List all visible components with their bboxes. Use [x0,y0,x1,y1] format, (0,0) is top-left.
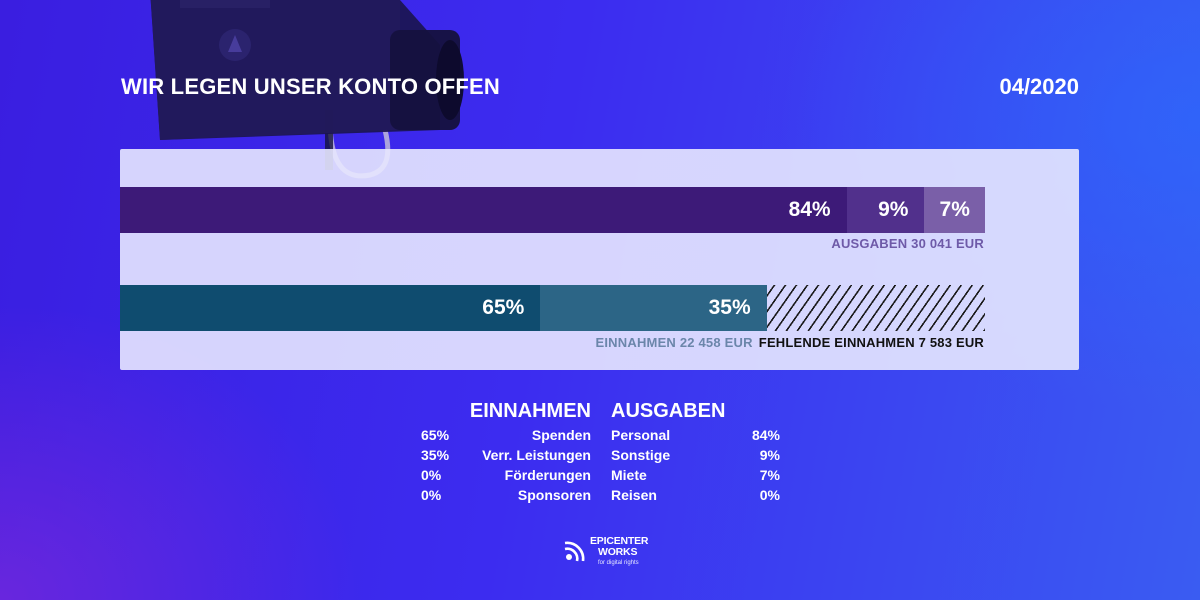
ausgaben-caption: AUSGABEN 30 041 EUR [831,236,984,251]
logo-tagline: for digital rights [598,560,639,566]
legend-pct: 7% [759,467,780,483]
legend-label: Sponsoren [517,487,591,503]
page-title: WIR LEGEN UNSER KONTO OFFEN [121,74,501,99]
legend-pct: 9% [759,447,780,463]
logo-wordmark: EPICENTER WORKS [590,536,648,558]
legend-pct: 0% [421,487,442,503]
legend-pct: 65% [421,427,450,443]
legend-row: 0% Sponsoren [421,487,591,507]
epicenter-works-logo: EPICENTER WORKS for digital rights [562,536,652,570]
legend-label: Personal [611,427,671,443]
legend-row: 65% Spenden [421,427,591,447]
legend-pct: 35% [421,447,450,463]
report-date: 04/2020 [999,74,1079,99]
logo-line1: EPICENTER [590,535,649,547]
bar-segment-einnahmen-0: 65% [120,285,541,331]
legend-label: Sonstige [611,447,671,463]
legend-label: Verr. Leistungen [482,447,591,463]
bar-segment-ausgaben-2: 7% [924,187,985,233]
legend-row: Personal 84% [611,427,780,447]
legend-label: Reisen [611,487,657,503]
einnahmen-caption: EINNAHMEN 22 458 EUR [595,335,753,350]
legend-pct: 0% [421,467,442,483]
legend-label: Miete [611,467,647,483]
ausgaben-bar: 84% 9% 7% [120,187,985,233]
legend-pct: 84% [751,427,780,443]
legend-row: Miete 7% [611,467,780,487]
legend-row: 35% Verr. Leistungen [421,447,591,467]
legend-label: Spenden [531,427,591,443]
legend-ausgaben-heading: AUSGABEN [611,400,726,422]
legend-row: Sonstige 9% [611,447,780,467]
legend-label: Förderungen [504,467,591,483]
bar-segment-einnahmen-1: 35% [540,285,767,331]
legend-pct: 0% [759,487,780,503]
legend-row: Reisen 0% [611,487,780,507]
bar-segment-ausgaben-1: 9% [846,187,925,233]
chart-panel [120,149,1079,370]
bar-segment-fehlende-einnahmen [766,285,985,331]
fehlende-einnahmen-caption: FEHLENDE EINNAHMEN 7 583 EUR [758,335,984,350]
signal-icon [564,541,585,562]
camera-illustration [150,0,464,179]
legend-einnahmen-heading: EINNAHMEN [469,400,591,422]
logo-line2: WORKS [598,546,638,558]
einnahmen-bar: 65% 35% [120,285,985,331]
legend-row: 0% Förderungen [421,467,591,487]
bar-segment-ausgaben-0: 84% [120,187,847,233]
